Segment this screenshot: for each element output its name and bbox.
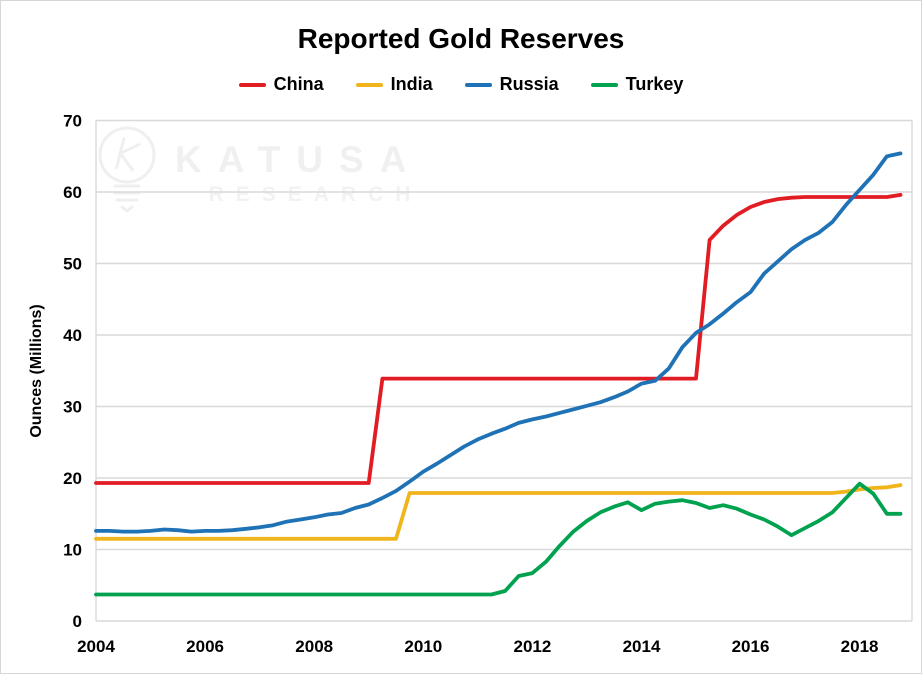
legend-swatch-india — [355, 82, 383, 87]
y-tick-40: 40 — [63, 326, 82, 345]
line-turkey — [94, 481, 903, 597]
legend-label: China — [273, 74, 324, 94]
katusa-lightbulb-icon — [98, 126, 156, 213]
x-tick-2016: 2016 — [732, 637, 770, 656]
legend-item-turkey: Turkey — [590, 74, 684, 95]
y-tick-50: 50 — [63, 255, 82, 274]
legend-label: Russia — [499, 74, 559, 94]
x-tick-2018: 2018 — [841, 637, 879, 656]
legend-label: Turkey — [625, 74, 684, 94]
x-tick-2006: 2006 — [186, 637, 224, 656]
legend: China India Russia Turkey — [1, 74, 921, 95]
legend-item-india: India — [355, 74, 433, 95]
legend-swatch-china — [238, 82, 266, 87]
x-tick-2014: 2014 — [623, 637, 661, 656]
x-tick-2008: 2008 — [295, 637, 333, 656]
x-tick-2004: 2004 — [77, 637, 115, 656]
line-india — [94, 483, 903, 541]
line-russia — [94, 151, 903, 534]
watermark-subbrand: RESEARCH — [208, 182, 423, 206]
watermark: KATUSA RESEARCH — [91, 123, 422, 227]
y-tick-10: 10 — [63, 541, 82, 560]
y-tick-70: 70 — [63, 112, 82, 131]
legend-swatch-russia — [464, 82, 492, 87]
chart-title: Reported Gold Reserves — [297, 23, 625, 54]
x-tick-2012: 2012 — [513, 637, 551, 656]
y-tick-30: 30 — [63, 398, 82, 417]
legend-label: India — [390, 74, 433, 94]
legend-swatch-turkey — [590, 82, 618, 87]
legend-item-russia: Russia — [464, 74, 559, 95]
x-tick-2010: 2010 — [404, 637, 442, 656]
legend-item-china: China — [238, 74, 324, 95]
y-tick-20: 20 — [63, 469, 82, 488]
y-tick-0: 0 — [73, 612, 82, 631]
line-china — [94, 192, 903, 485]
y-axis-title: Ounces (Millions) — [28, 304, 45, 438]
y-tick-60: 60 — [63, 183, 82, 202]
watermark-brand: KATUSA — [175, 139, 423, 180]
watermark-text: KATUSA RESEARCH — [175, 139, 422, 207]
